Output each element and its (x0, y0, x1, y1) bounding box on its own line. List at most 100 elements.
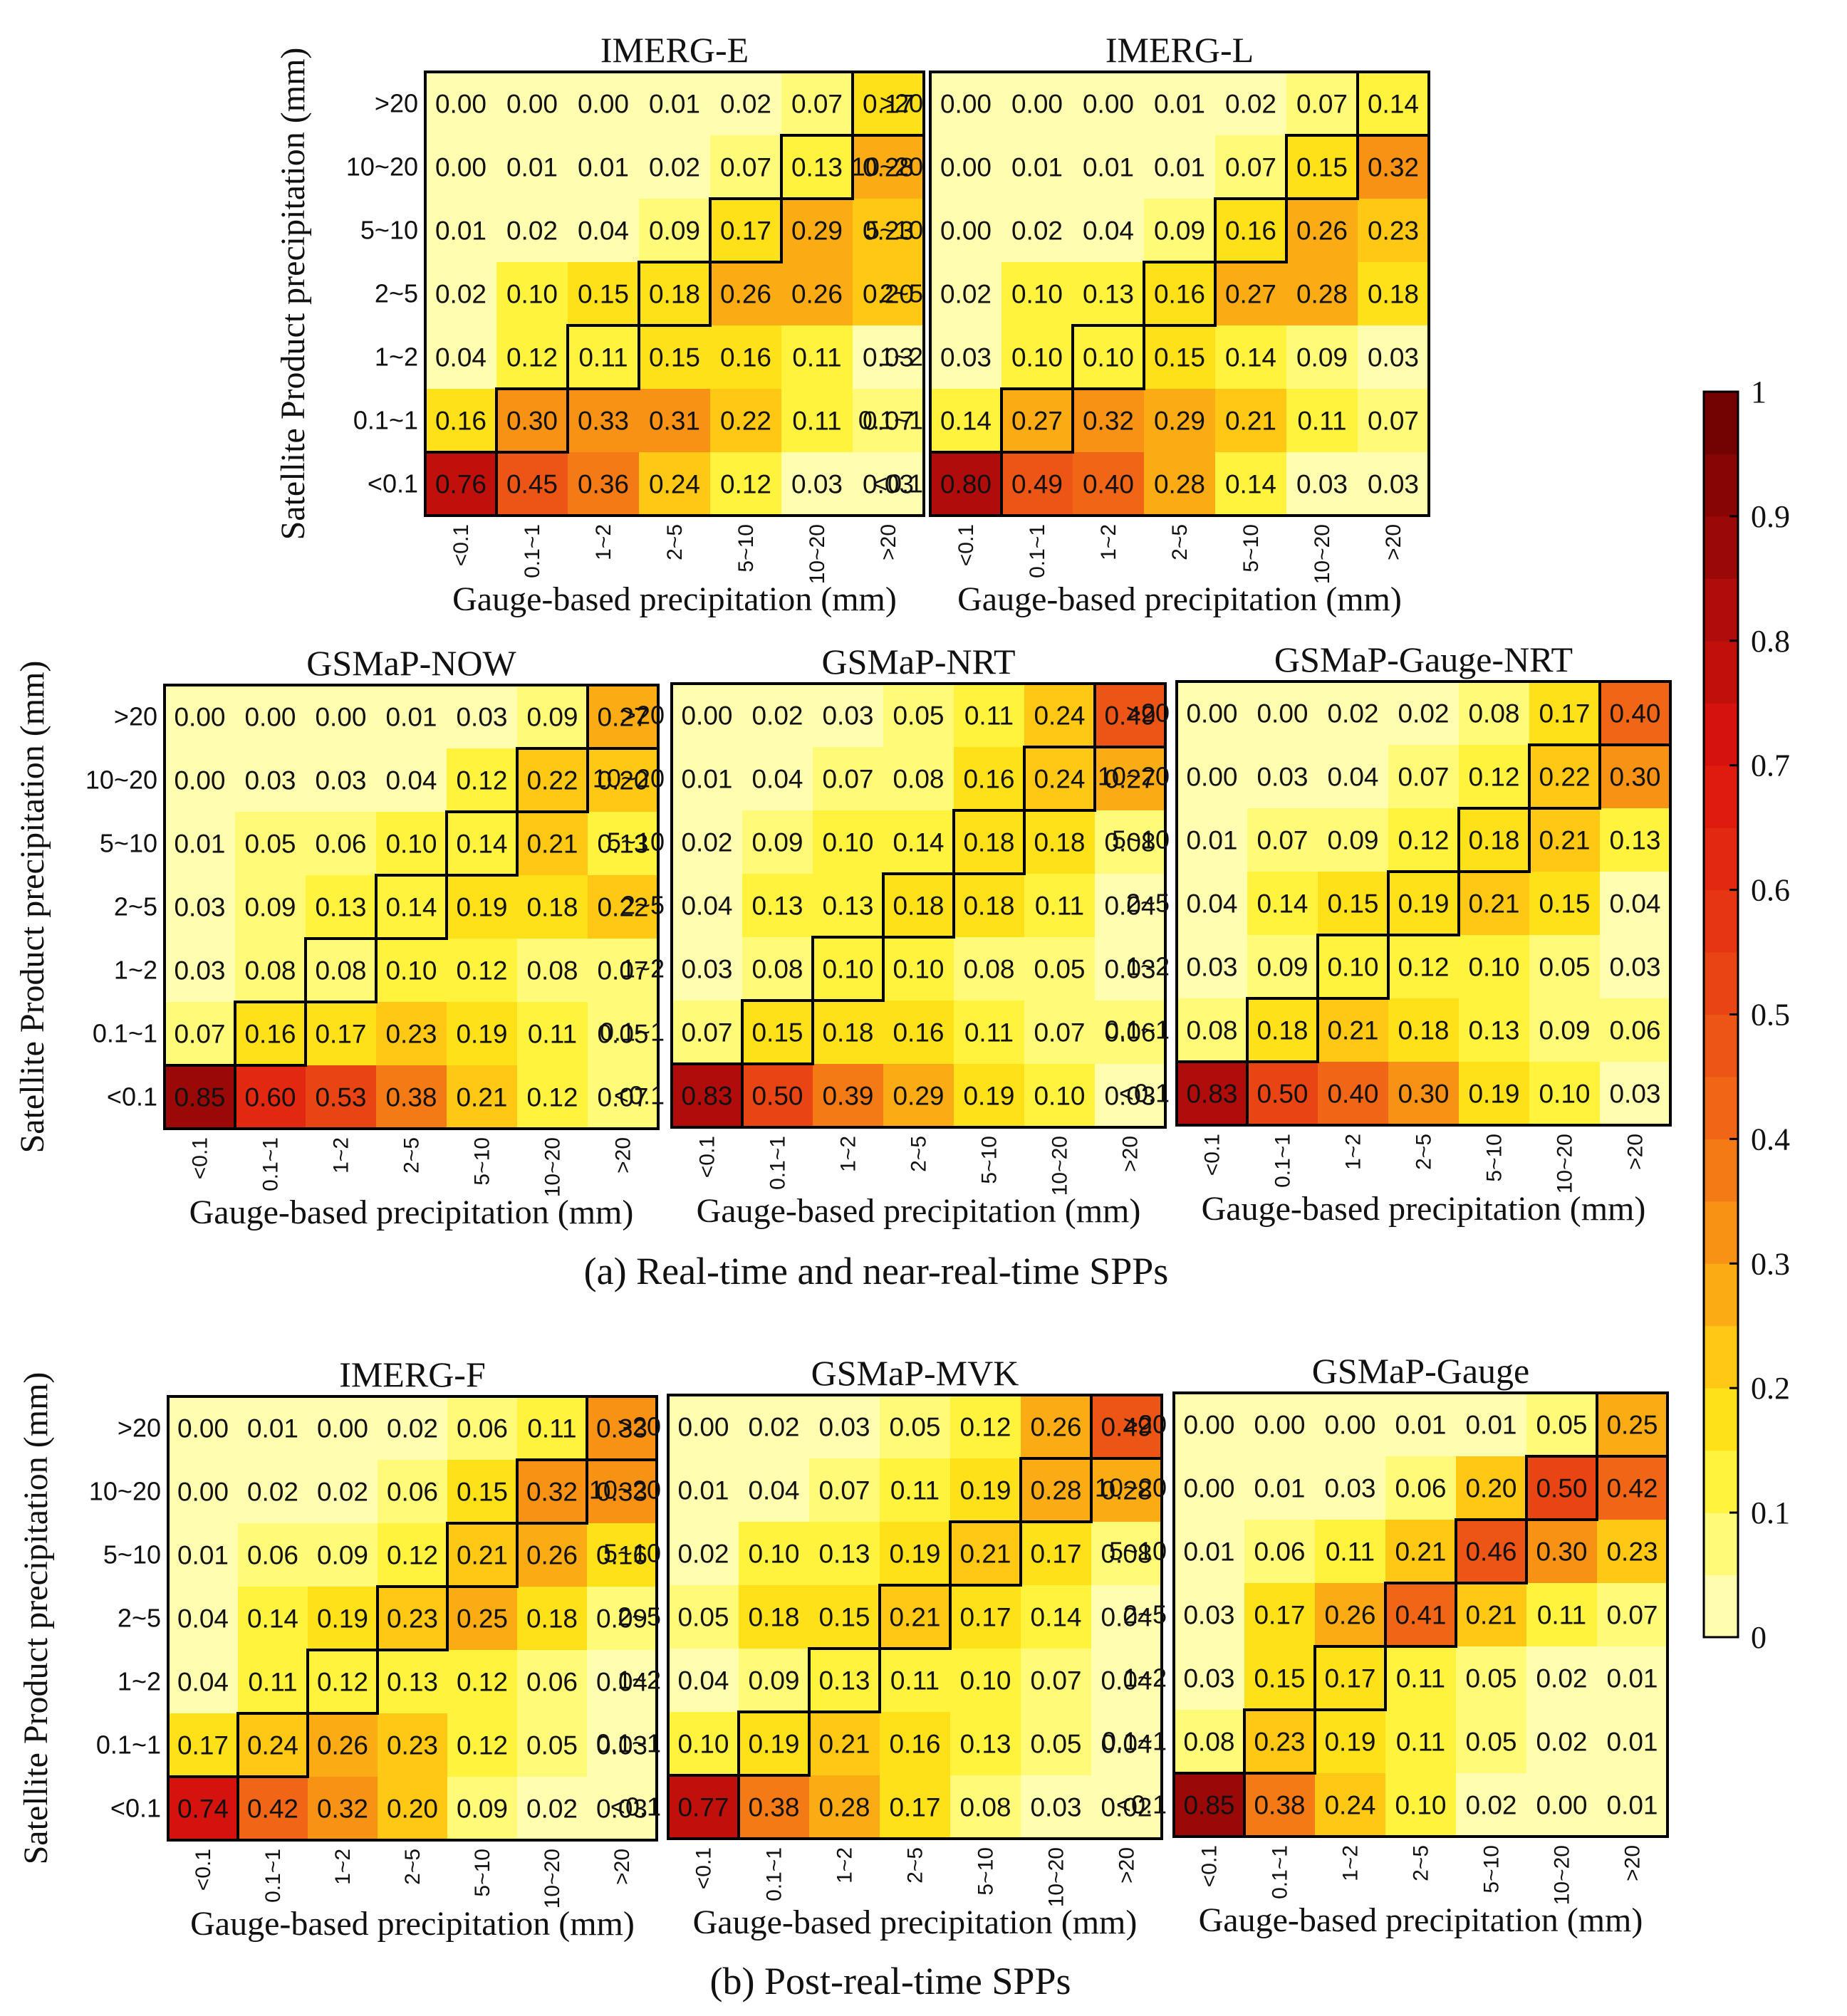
heatmap-cell (235, 939, 306, 1002)
cell-value-label: 0.17 (177, 1731, 229, 1760)
heatmap-cell (710, 72, 781, 135)
heatmap-cell (1174, 1393, 1244, 1456)
heatmap-cell (1091, 1649, 1162, 1712)
cell-value-label: 0.02 (1327, 699, 1378, 728)
cell-value-label: 0.11 (1035, 892, 1084, 921)
cell-value-label: 0.03 (596, 1795, 647, 1824)
cell-value-label: 0.00 (1186, 699, 1237, 728)
x-tick-label: <0.1 (189, 1137, 212, 1179)
heatmap-cell (1526, 1520, 1597, 1583)
cell-value-label: 0.00 (315, 703, 366, 732)
heatmap-cell (1600, 872, 1670, 935)
cell-value-label: 0.11 (792, 343, 841, 372)
heatmap-cell (496, 199, 568, 262)
heatmap-cell (308, 1460, 378, 1523)
heatmap-cell (238, 1396, 308, 1460)
y-tick-label: 1~2 (375, 343, 418, 372)
heatmap-cell (1095, 747, 1165, 810)
heatmap-cell (1456, 1520, 1526, 1583)
cell-value-label: 0.40 (1327, 1080, 1378, 1109)
cell-value-label: 0.46 (1465, 1537, 1516, 1567)
y-tick-label: 10~20 (1098, 762, 1170, 791)
heatmap-cell (1021, 1458, 1091, 1522)
cell-value-label: 0.28 (863, 153, 914, 182)
y-tick-label: 2~5 (118, 1604, 161, 1633)
cell-value-label: 0.05 (889, 1413, 940, 1442)
heatmap-panels: 0.00 0.00 0.00 0.01 0.02 0.07 0.17 0.00 0.01 0.01… (14, 30, 1672, 1943)
y-tick-label: 10~20 (851, 152, 923, 182)
heatmap-cell (1001, 199, 1073, 262)
cell-value-label: 0.25 (457, 1604, 508, 1634)
heatmap-cell (308, 1650, 378, 1713)
x-tick-label: 1~2 (330, 1137, 353, 1174)
heatmap-cell (378, 1777, 447, 1840)
heatmap-cell (1459, 681, 1529, 745)
heatmap-cell (235, 812, 306, 875)
cell-value-label: 0.04 (596, 1668, 647, 1697)
heatmap-cell (1286, 389, 1358, 452)
heatmap-cell (588, 1002, 658, 1065)
cell-value-label: 0.20 (1465, 1474, 1516, 1503)
cell-value-label: 0.33 (578, 407, 629, 436)
panel-title: IMERG-L (1105, 30, 1254, 70)
heatmap-cell (950, 1649, 1021, 1712)
heatmap-cell (306, 685, 376, 748)
colorbar-tick-label: 1 (1751, 375, 1767, 409)
y-tick-label: 5~10 (603, 1539, 661, 1568)
heatmap-cell (1456, 1456, 1526, 1520)
heatmap-cell (568, 72, 639, 135)
colorbar-segment (1704, 392, 1738, 454)
cell-value-label: 0.18 (1368, 280, 1419, 309)
heatmap-cell (1073, 199, 1144, 262)
heatmap-cell (1456, 1646, 1526, 1710)
cell-value-label: 0.03 (1257, 763, 1308, 792)
cell-value-label: 0.83 (681, 1082, 732, 1111)
cell-value-label: 0.21 (1225, 407, 1276, 436)
cell-value-label: 0.04 (677, 1666, 729, 1696)
cell-value-label: 0.04 (1186, 889, 1237, 919)
heatmap-cell (1177, 935, 1247, 998)
cell-value-label: 0.04 (1101, 1730, 1152, 1759)
cell-value-label: 0.06 (387, 1478, 438, 1507)
cell-value-label: 0.01 (177, 1541, 229, 1570)
heatmap-cell (447, 685, 517, 748)
cell-value-label: 0.11 (890, 1476, 940, 1505)
heatmap-cell (1358, 389, 1429, 452)
cell-value-label: 0.29 (893, 1082, 944, 1111)
cell-value-label: 0.09 (748, 1666, 799, 1696)
heatmap-cell (1024, 937, 1095, 1001)
heatmap-cell (235, 1065, 306, 1129)
heatmap-cell (1247, 681, 1318, 745)
cell-value-label: 0.06 (457, 1414, 508, 1443)
heatmap-cell (809, 1522, 880, 1585)
y-tick-label: 1~2 (1126, 952, 1170, 981)
heatmap-cell (587, 1523, 657, 1587)
cell-value-label: 0.01 (1606, 1791, 1658, 1820)
cell-value-label: 0.02 (506, 216, 558, 246)
cell-value-label: 0.77 (677, 1793, 729, 1822)
heatmap-cell (1286, 325, 1358, 389)
cell-value-label: 0.02 (1465, 1791, 1516, 1820)
heatmap-cell (1174, 1710, 1244, 1773)
x-tick-label: >20 (610, 1849, 634, 1885)
panel-title: GSMaP-Gauge-NRT (1274, 639, 1573, 679)
cell-value-label: 0.24 (1324, 1791, 1375, 1820)
heatmap-cell (1174, 1520, 1244, 1583)
panel-frame (424, 70, 925, 517)
x-tick-label: 10~20 (541, 1849, 564, 1908)
heatmap-cell (235, 748, 306, 812)
heatmap-cell (853, 262, 924, 325)
colorbar-tick-label: 0.6 (1751, 873, 1790, 908)
heatmap-cell (378, 1396, 447, 1460)
cell-value-label: 0.18 (748, 1603, 799, 1632)
cell-value-label: 0.00 (1254, 1411, 1305, 1440)
cell-value-label: 0.00 (940, 216, 992, 246)
heatmap-cell (950, 1522, 1021, 1585)
cell-value-label: 0.50 (1536, 1474, 1587, 1503)
heatmap-cell (809, 1395, 880, 1458)
heatmap-cell (238, 1650, 308, 1713)
heatmap-cell (672, 874, 742, 937)
heatmap-cell (1215, 389, 1286, 452)
cell-value-label: 0.14 (1030, 1603, 1081, 1632)
y-tick-label: 1~2 (621, 954, 665, 983)
